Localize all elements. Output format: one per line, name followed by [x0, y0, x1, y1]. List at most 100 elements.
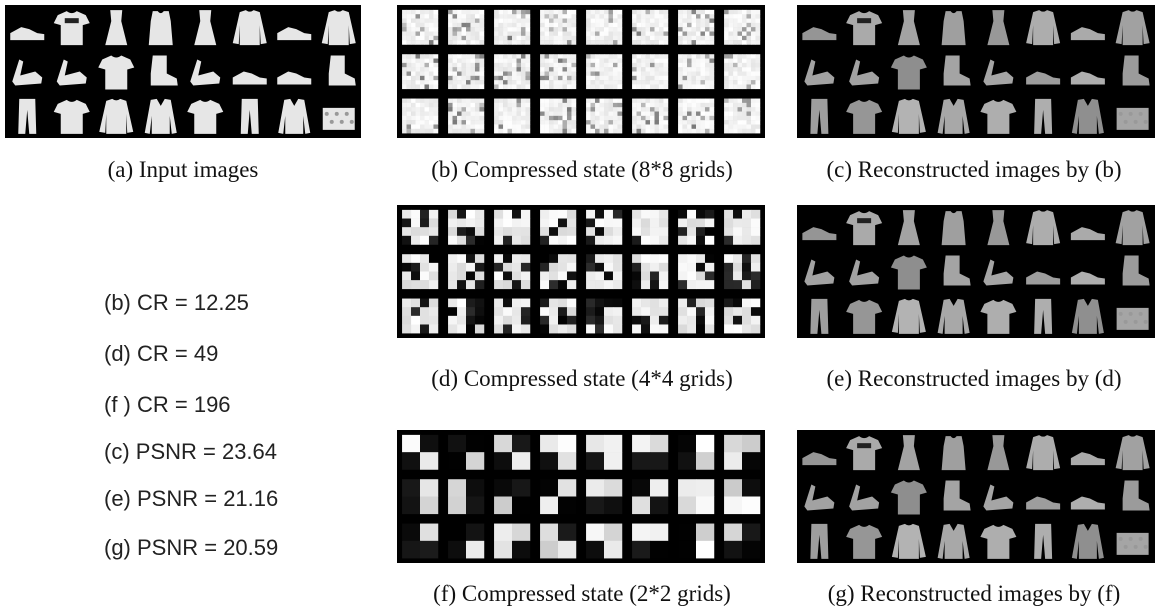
code-pixel [428, 54, 434, 59]
compressed-4x4-code-block [724, 209, 761, 245]
reconstructed-by-f-grid [802, 435, 1150, 559]
code-pixel [420, 235, 430, 245]
code-pixel [512, 124, 517, 130]
code-pixel [415, 18, 421, 24]
code-pixel [494, 120, 499, 125]
code-pixel [755, 22, 761, 28]
code-pixel [540, 496, 559, 515]
compressed-4x4-code-block [632, 209, 669, 245]
code-pixel [645, 40, 651, 45]
code-pixel [742, 271, 752, 281]
code-pixel [608, 40, 614, 45]
code-pixel [448, 271, 458, 281]
code-pixel [520, 324, 531, 334]
code-pixel [498, 80, 504, 85]
code-pixel [590, 9, 596, 15]
code-pixel [415, 98, 421, 104]
bag-pattern-mark [349, 119, 354, 124]
code-pixel [658, 58, 664, 64]
code-pixel [558, 31, 563, 37]
code-pixel [645, 35, 651, 41]
caption-b: (b) Compressed state (8*8 grids) [431, 157, 733, 182]
code-pixel [691, 9, 697, 15]
code-pixel [562, 80, 568, 85]
code-pixel [466, 120, 471, 125]
code-pixel [687, 9, 692, 15]
code-pixel [728, 111, 734, 117]
code-pixel [742, 18, 747, 24]
code-pixel [470, 18, 476, 24]
code-pixel [457, 280, 467, 290]
trouser-shape [1034, 98, 1053, 134]
code-pixel [691, 128, 697, 134]
input-sneaker-item [10, 27, 45, 41]
input-sandal-item [12, 59, 43, 86]
code-pixel [700, 84, 706, 90]
code-pixel [448, 315, 458, 325]
code-pixel [632, 58, 637, 64]
code-pixel [678, 98, 683, 104]
ankle-boot-shape [943, 255, 971, 286]
code-pixel [420, 315, 430, 325]
code-pixel [650, 35, 655, 41]
code-pixel [448, 9, 453, 15]
compressed-2x2-code-block [540, 523, 577, 559]
code-pixel [503, 80, 508, 85]
code-pixel [428, 254, 439, 264]
bag-pattern-mark [1118, 536, 1123, 541]
code-pixel [448, 22, 453, 28]
code-pixel [507, 124, 513, 130]
code-pixel [728, 14, 734, 19]
code-pixel [402, 227, 412, 237]
code-pixel [498, 62, 504, 68]
code-pixel [461, 67, 467, 72]
code-pixel [755, 58, 761, 64]
code-pixel [507, 102, 513, 108]
code-pixel [658, 71, 664, 77]
code-pixel [733, 111, 738, 117]
code-pixel [415, 128, 421, 134]
code-pixel [663, 54, 669, 59]
code-pixel [549, 54, 554, 59]
code-pixel [663, 115, 669, 121]
code-pixel [466, 58, 471, 64]
code-pixel [755, 14, 761, 19]
code-pixel [650, 280, 660, 290]
code-pixel [470, 115, 476, 121]
code-pixel [632, 35, 637, 41]
code-pixel [415, 67, 421, 72]
code-pixel [520, 298, 531, 308]
code-pixel [617, 80, 623, 85]
code-pixel [590, 98, 596, 104]
compressed-4x4-panel [397, 205, 765, 338]
code-pixel [696, 62, 701, 68]
code-pixel [406, 18, 412, 24]
code-pixel [612, 31, 618, 37]
code-pixel [420, 102, 425, 108]
code-pixel [700, 128, 706, 134]
code-pixel [461, 98, 467, 104]
code-pixel [654, 9, 660, 15]
code-pixel [728, 67, 734, 72]
code-pixel [558, 540, 577, 559]
code-pixel [461, 75, 467, 81]
code-pixel [461, 31, 467, 37]
code-pixel [612, 315, 623, 325]
code-pixel [704, 262, 715, 272]
code-pixel [645, 111, 651, 117]
compressed-2x2-code-block [494, 479, 531, 515]
code-pixel [733, 102, 738, 108]
code-pixel [691, 22, 697, 28]
code-pixel [586, 58, 591, 64]
code-pixel [516, 14, 522, 19]
compressed-4x4-code-block [494, 254, 531, 290]
code-pixel [494, 262, 504, 272]
code-pixel [641, 218, 651, 228]
code-pixel [520, 98, 526, 104]
sandal-shape [56, 59, 87, 86]
code-pixel [704, 307, 715, 317]
code-pixel [728, 107, 734, 112]
code-pixel [498, 98, 504, 104]
code-pixel [728, 98, 734, 104]
code-pixel [415, 27, 421, 32]
